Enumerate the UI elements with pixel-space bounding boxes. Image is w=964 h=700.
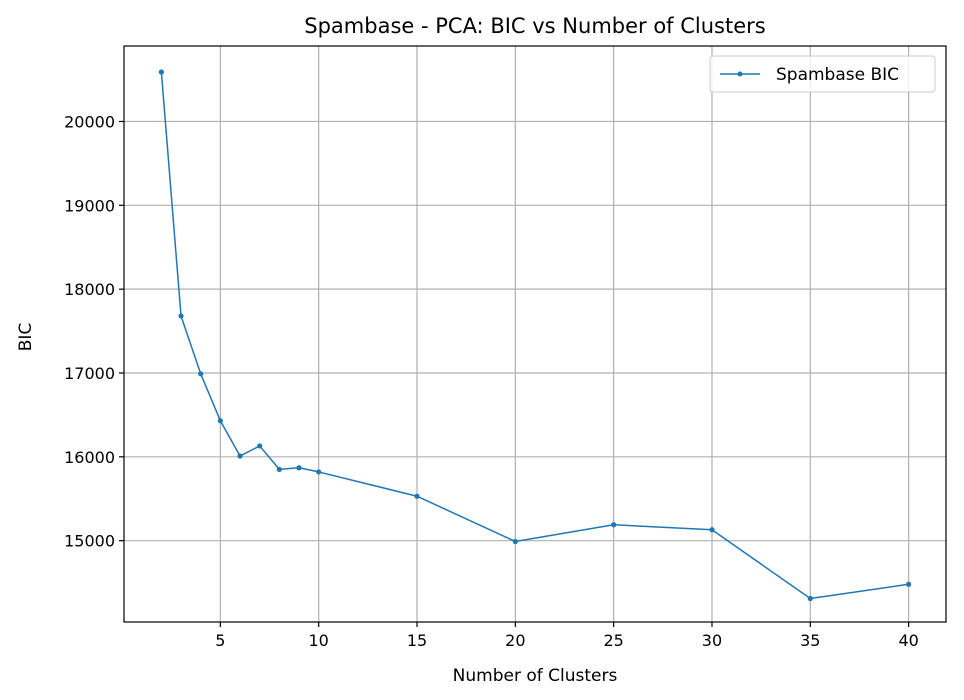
data-point xyxy=(512,538,518,545)
y-tick-label: 16000 xyxy=(64,448,115,467)
plot-area-frame xyxy=(123,45,947,623)
data-point xyxy=(158,69,164,75)
legend-marker-swatch xyxy=(737,71,743,77)
data-point xyxy=(296,465,302,471)
y-axis-label: BIC xyxy=(16,323,36,352)
data-point xyxy=(237,453,243,459)
series-layer xyxy=(158,69,912,602)
data-point xyxy=(906,581,912,587)
y-tick-label: 17000 xyxy=(64,364,115,383)
legend-box xyxy=(709,55,936,93)
x-tick-label: 40 xyxy=(898,631,918,650)
x-tick-label: 25 xyxy=(603,631,623,650)
data-point xyxy=(316,469,322,475)
x-tick-label: 30 xyxy=(702,631,722,650)
data-point xyxy=(198,371,204,377)
data-point xyxy=(414,493,420,499)
y-axis-ticks: 15000 16000 17000 18000 19000 20000 xyxy=(64,112,124,551)
y-tick-label: 19000 xyxy=(64,196,115,215)
x-tick-label: 10 xyxy=(309,631,329,650)
y-tick-label: 15000 xyxy=(64,532,115,551)
x-tick-label: 15 xyxy=(407,631,427,650)
y-tick-label: 18000 xyxy=(64,280,115,299)
y-tick-label: 20000 xyxy=(64,112,115,131)
data-point xyxy=(217,418,223,424)
legend: Spambase BIC xyxy=(709,55,936,93)
x-tick-label: 20 xyxy=(505,631,525,650)
x-tick-label: 5 xyxy=(215,631,225,650)
data-point xyxy=(178,313,184,319)
x-tick-label: 35 xyxy=(800,631,820,650)
data-point xyxy=(709,527,715,533)
data-point xyxy=(257,443,263,449)
x-axis-label: Number of Clusters xyxy=(453,666,618,686)
data-point xyxy=(611,522,617,528)
data-point xyxy=(276,466,282,473)
legend-label: Spambase BIC xyxy=(776,65,899,85)
data-point xyxy=(807,595,813,602)
chart-title: Spambase - PCA: BIC vs Number of Cluster… xyxy=(304,14,765,38)
x-axis-ticks: 5 10 15 20 25 30 35 40 xyxy=(215,622,919,650)
grid xyxy=(124,46,946,622)
